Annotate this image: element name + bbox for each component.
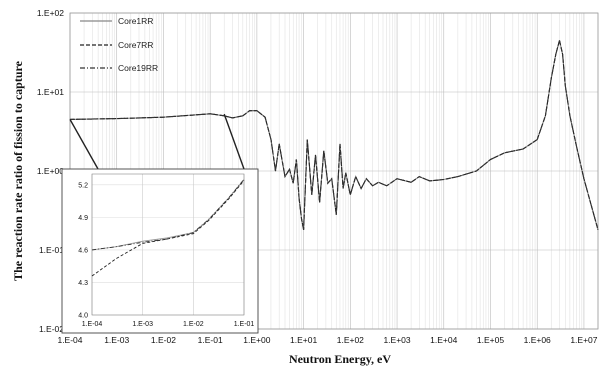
legend-label-core19rr: Core19RR (118, 63, 158, 73)
x-tick-label: 1.E+02 (337, 335, 364, 345)
x-tick-label: 1.E-04 (57, 335, 82, 345)
x-tick-label: 1.E-01 (198, 335, 223, 345)
y-tick-label: 1.E+01 (37, 87, 64, 97)
x-axis-label: Neutron Energy, eV (289, 352, 391, 366)
inset-chart: 4.0 4.3 4.6 4.9 5.2 1.E-04 1.E-03 1.E-02 1.E-01 (61, 168, 259, 334)
x-tick-label: 1.E+05 (477, 335, 504, 345)
x-tick-label: 1.E+00 (243, 335, 270, 345)
inset-x-tick-label: 1.E-04 (82, 321, 103, 328)
x-tick-label: 1.E+01 (290, 335, 317, 345)
series-line-core7rr (69, 40, 599, 230)
x-tick-label: 1.E+07 (570, 335, 597, 345)
inset-frame (61, 168, 259, 334)
inset-y-tick-label: 4.6 (78, 247, 88, 254)
x-tick-label: 1.E+03 (383, 335, 410, 345)
x-tick-label: 1.E-02 (151, 335, 176, 345)
y-tick-labels: 1.E-02 1.E-01 1.E+00 1.E+01 1.E+02 (37, 8, 64, 334)
inset-y-tick-label: 4.9 (78, 215, 88, 222)
series-lines (69, 40, 599, 230)
y-axis-label: The reaction rate ratio of fission to ca… (11, 60, 25, 281)
y-tick-label: 1.E+00 (37, 166, 64, 176)
inset-y-tick-label: 4.0 (78, 313, 88, 320)
inset-series-line-core7rr (91, 180, 245, 277)
x-tick-label: 1.E-03 (104, 335, 129, 345)
y-tick-label: 1.E+02 (37, 8, 64, 18)
inset-y-tick-label: 5.2 (78, 182, 88, 189)
x-tick-label: 1.E+04 (430, 335, 457, 345)
legend-label-core1rr: Core1RR (118, 16, 153, 26)
inset-connector-right (223, 113, 245, 170)
inset-x-tick-label: 1.E-02 (183, 321, 204, 328)
x-tick-labels: 1.E-04 1.E-03 1.E-02 1.E-01 1.E+00 1.E+01 1.E+… (57, 335, 597, 345)
inset-connector-left (69, 119, 99, 170)
x-tick-label: 1.E+06 (524, 335, 551, 345)
inset-plot-area (91, 173, 245, 316)
inset-x-tick-label: 1.E-01 (234, 321, 255, 328)
y-tick-label: 1.E-01 (39, 245, 64, 255)
inset-x-tick-label: 1.E-03 (132, 321, 153, 328)
inset-series-line-core19rr (91, 179, 245, 251)
legend-label-core7rr: Core7RR (118, 40, 153, 50)
y-tick-label: 1.E-02 (39, 324, 64, 334)
inset-connector-lines (69, 113, 245, 170)
inset-y-tick-label: 4.3 (78, 280, 88, 287)
legend: Core1RR Core7RR Core19RR (80, 16, 158, 73)
